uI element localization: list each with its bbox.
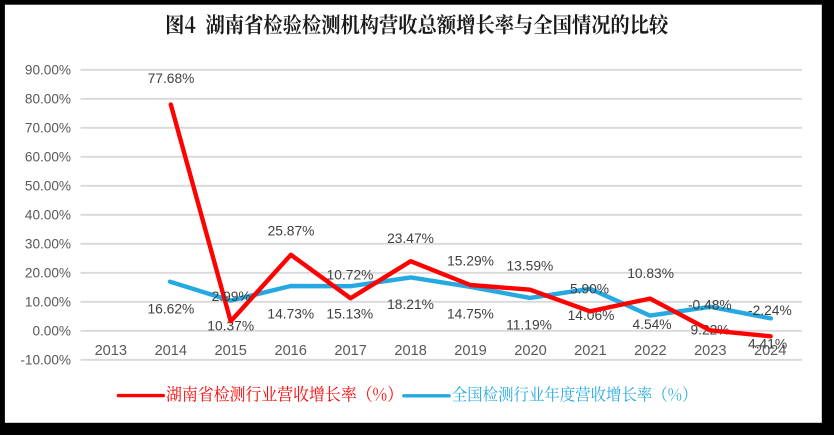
svg-text:2024: 2024 (754, 343, 786, 359)
svg-text:14.73%: 14.73% (267, 307, 314, 322)
svg-text:10.72%: 10.72% (327, 267, 374, 282)
svg-text:2023: 2023 (694, 343, 726, 359)
svg-text:13.59%: 13.59% (507, 258, 554, 273)
svg-text:90.00%: 90.00% (25, 62, 71, 77)
svg-text:10.00%: 10.00% (25, 294, 71, 309)
svg-text:-0.48%: -0.48% (688, 298, 732, 313)
svg-text:80.00%: 80.00% (25, 91, 71, 106)
svg-text:25.87%: 25.87% (268, 223, 315, 238)
svg-text:2022: 2022 (634, 343, 666, 359)
svg-text:5.90%: 5.90% (570, 281, 609, 296)
svg-text:2.99%: 2.99% (212, 289, 251, 304)
svg-text:2018: 2018 (394, 343, 426, 359)
svg-text:14.75%: 14.75% (447, 307, 494, 322)
svg-text:2013: 2013 (95, 343, 127, 359)
svg-text:70.00%: 70.00% (25, 120, 71, 135)
svg-text:77.68%: 77.68% (148, 71, 195, 86)
svg-text:10.37%: 10.37% (207, 319, 254, 334)
svg-text:10.83%: 10.83% (627, 266, 674, 281)
svg-text:11.19%: 11.19% (506, 318, 552, 333)
svg-text:2015: 2015 (214, 343, 246, 359)
svg-text:20.00%: 20.00% (25, 265, 71, 280)
svg-text:15.29%: 15.29% (447, 254, 494, 269)
svg-text:-2.24%: -2.24% (748, 303, 792, 318)
svg-text:4.54%: 4.54% (632, 317, 671, 332)
svg-text:0.00%: 0.00% (32, 323, 71, 338)
svg-text:50.00%: 50.00% (25, 178, 71, 193)
svg-text:40.00%: 40.00% (25, 207, 71, 222)
svg-text:2019: 2019 (454, 343, 486, 359)
svg-text:15.13%: 15.13% (326, 306, 373, 321)
svg-text:16.62%: 16.62% (148, 302, 195, 317)
svg-text:-10.00%: -10.00% (20, 352, 71, 367)
svg-text:23.47%: 23.47% (387, 231, 434, 246)
svg-text:2021: 2021 (574, 343, 606, 359)
svg-text:60.00%: 60.00% (25, 149, 71, 164)
svg-text:2020: 2020 (514, 343, 546, 359)
svg-text:4.41%: 4.41% (748, 337, 787, 352)
svg-text:2014: 2014 (155, 343, 187, 359)
svg-text:2016: 2016 (274, 343, 306, 359)
svg-text:30.00%: 30.00% (25, 236, 71, 251)
svg-text:18.21%: 18.21% (387, 297, 434, 312)
svg-text:2017: 2017 (334, 343, 366, 359)
svg-text:14.06%: 14.06% (568, 308, 615, 323)
